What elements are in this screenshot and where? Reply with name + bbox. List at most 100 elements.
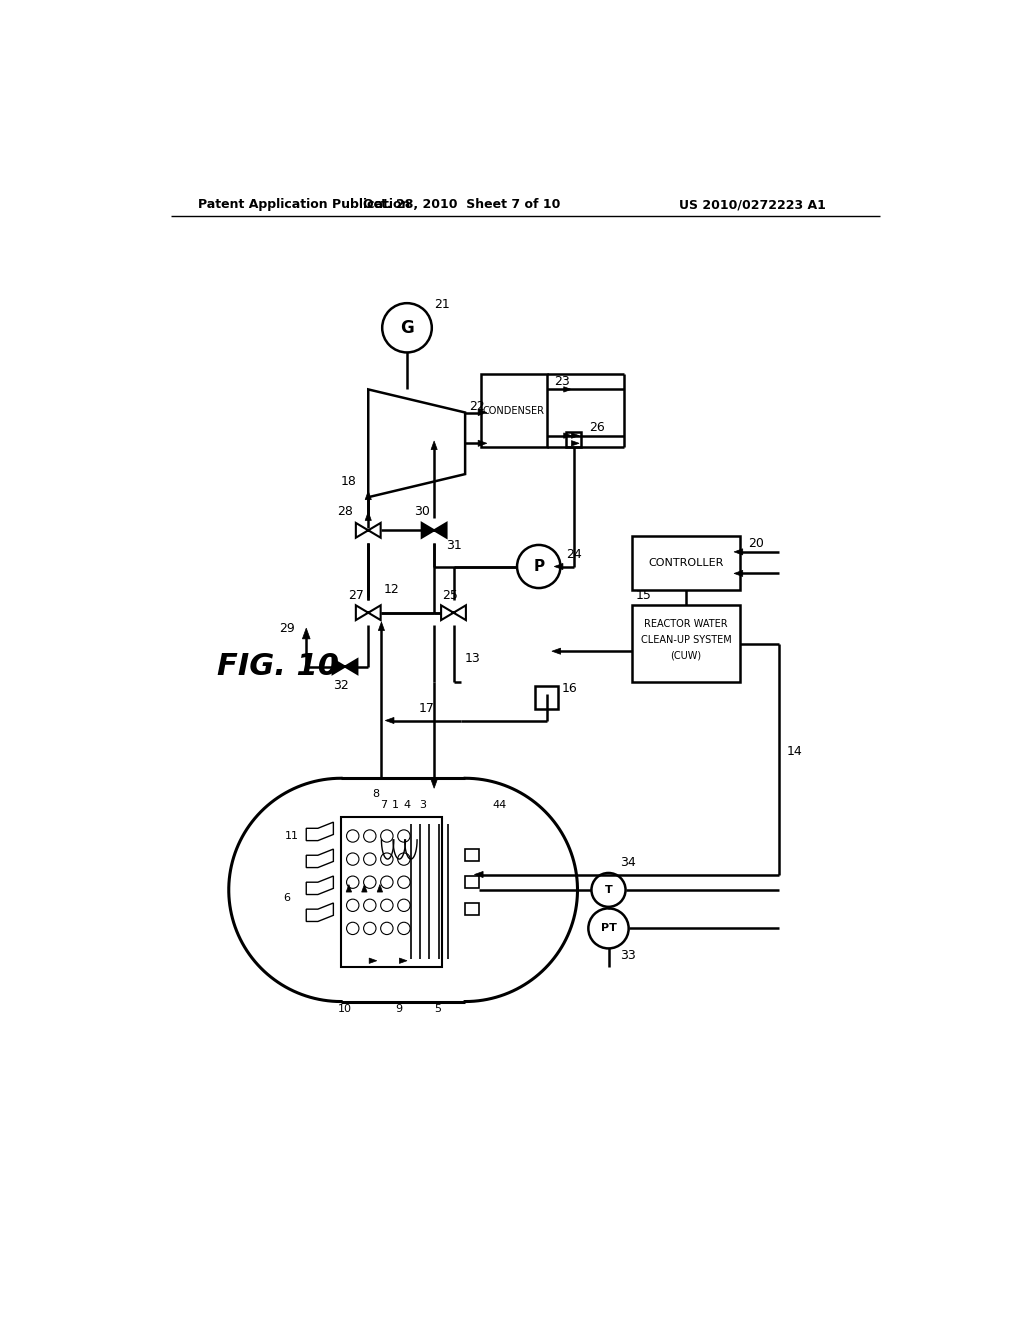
Circle shape [364, 899, 376, 911]
Polygon shape [366, 512, 372, 520]
Polygon shape [356, 606, 381, 620]
Text: T: T [604, 884, 612, 895]
Text: PT: PT [600, 924, 616, 933]
Polygon shape [356, 523, 381, 537]
Circle shape [381, 830, 393, 842]
Text: 11: 11 [285, 832, 299, 841]
Text: Oct. 28, 2010  Sheet 7 of 10: Oct. 28, 2010 Sheet 7 of 10 [362, 198, 560, 211]
Text: 6: 6 [284, 892, 291, 903]
Polygon shape [306, 876, 334, 895]
Polygon shape [563, 387, 571, 392]
Polygon shape [370, 958, 377, 964]
Text: CONDENSER: CONDENSER [482, 405, 545, 416]
Text: 10: 10 [338, 1005, 352, 1014]
Text: (CUW): (CUW) [671, 649, 701, 660]
Bar [535, 686, 558, 709]
Circle shape [346, 876, 359, 888]
Polygon shape [441, 606, 466, 620]
Circle shape [397, 830, 410, 842]
Polygon shape [378, 622, 385, 631]
Circle shape [381, 853, 393, 866]
Text: 7: 7 [380, 800, 387, 810]
Text: P: P [534, 558, 545, 574]
Text: 44: 44 [493, 800, 507, 810]
Text: 18: 18 [341, 475, 356, 488]
Polygon shape [552, 648, 560, 655]
Polygon shape [361, 884, 367, 892]
Circle shape [364, 853, 376, 866]
Bar [632, 536, 740, 590]
Polygon shape [734, 570, 742, 577]
Bar [465, 876, 479, 888]
Text: 26: 26 [589, 421, 605, 434]
Text: US 2010/0272223 A1: US 2010/0272223 A1 [679, 198, 825, 211]
Bar [341, 817, 442, 966]
Circle shape [397, 923, 410, 935]
Polygon shape [431, 780, 437, 788]
Text: 34: 34 [621, 857, 636, 870]
Circle shape [346, 830, 359, 842]
Text: 29: 29 [279, 622, 295, 635]
Text: FIG. 10: FIG. 10 [217, 652, 339, 681]
Circle shape [397, 899, 410, 911]
Text: 5: 5 [434, 1005, 441, 1014]
Circle shape [517, 545, 560, 589]
Polygon shape [399, 958, 407, 964]
Text: Patent Application Publication: Patent Application Publication [198, 198, 411, 211]
Circle shape [364, 923, 376, 935]
Text: 28: 28 [337, 504, 352, 517]
Circle shape [382, 304, 432, 352]
Polygon shape [333, 659, 357, 675]
Polygon shape [478, 409, 486, 416]
Circle shape [592, 873, 626, 907]
Text: 27: 27 [348, 589, 365, 602]
Text: 9: 9 [395, 1005, 402, 1014]
Text: CONTROLLER: CONTROLLER [648, 557, 724, 568]
Text: 21: 21 [434, 298, 450, 312]
Text: G: G [400, 319, 414, 337]
Text: 31: 31 [445, 539, 462, 552]
Bar [465, 903, 479, 915]
Polygon shape [571, 433, 579, 438]
Text: 23: 23 [554, 375, 570, 388]
Polygon shape [306, 822, 334, 841]
Text: 8: 8 [373, 788, 380, 799]
Text: 14: 14 [786, 744, 803, 758]
Text: 3: 3 [419, 800, 426, 810]
Circle shape [346, 923, 359, 935]
Text: 24: 24 [566, 548, 582, 561]
Polygon shape [306, 849, 334, 867]
Text: 1: 1 [392, 800, 399, 810]
Circle shape [381, 899, 393, 911]
Polygon shape [734, 549, 742, 554]
Text: 25: 25 [441, 589, 458, 602]
Polygon shape [377, 884, 383, 892]
Text: 16: 16 [562, 681, 578, 694]
Polygon shape [571, 441, 579, 446]
Polygon shape [478, 441, 486, 446]
Text: 15: 15 [636, 589, 651, 602]
Text: CLEAN-UP SYSTEM: CLEAN-UP SYSTEM [641, 635, 731, 644]
Circle shape [397, 876, 410, 888]
Circle shape [364, 876, 376, 888]
Text: 33: 33 [621, 949, 636, 962]
Circle shape [589, 908, 629, 948]
Polygon shape [366, 491, 372, 500]
Polygon shape [431, 441, 437, 450]
Bar [566, 432, 582, 447]
Text: 32: 32 [333, 680, 349, 693]
Bar [465, 849, 479, 862]
Polygon shape [346, 884, 351, 892]
Bar [480, 374, 547, 447]
Polygon shape [422, 523, 446, 537]
Text: REACTOR WATER: REACTOR WATER [644, 619, 728, 630]
Circle shape [364, 830, 376, 842]
Bar [632, 605, 740, 682]
Text: 12: 12 [384, 583, 399, 597]
Polygon shape [306, 903, 334, 921]
Text: 17: 17 [419, 702, 434, 715]
Text: 20: 20 [748, 537, 764, 550]
Polygon shape [554, 564, 563, 570]
Text: 4: 4 [403, 800, 411, 810]
Circle shape [346, 853, 359, 866]
